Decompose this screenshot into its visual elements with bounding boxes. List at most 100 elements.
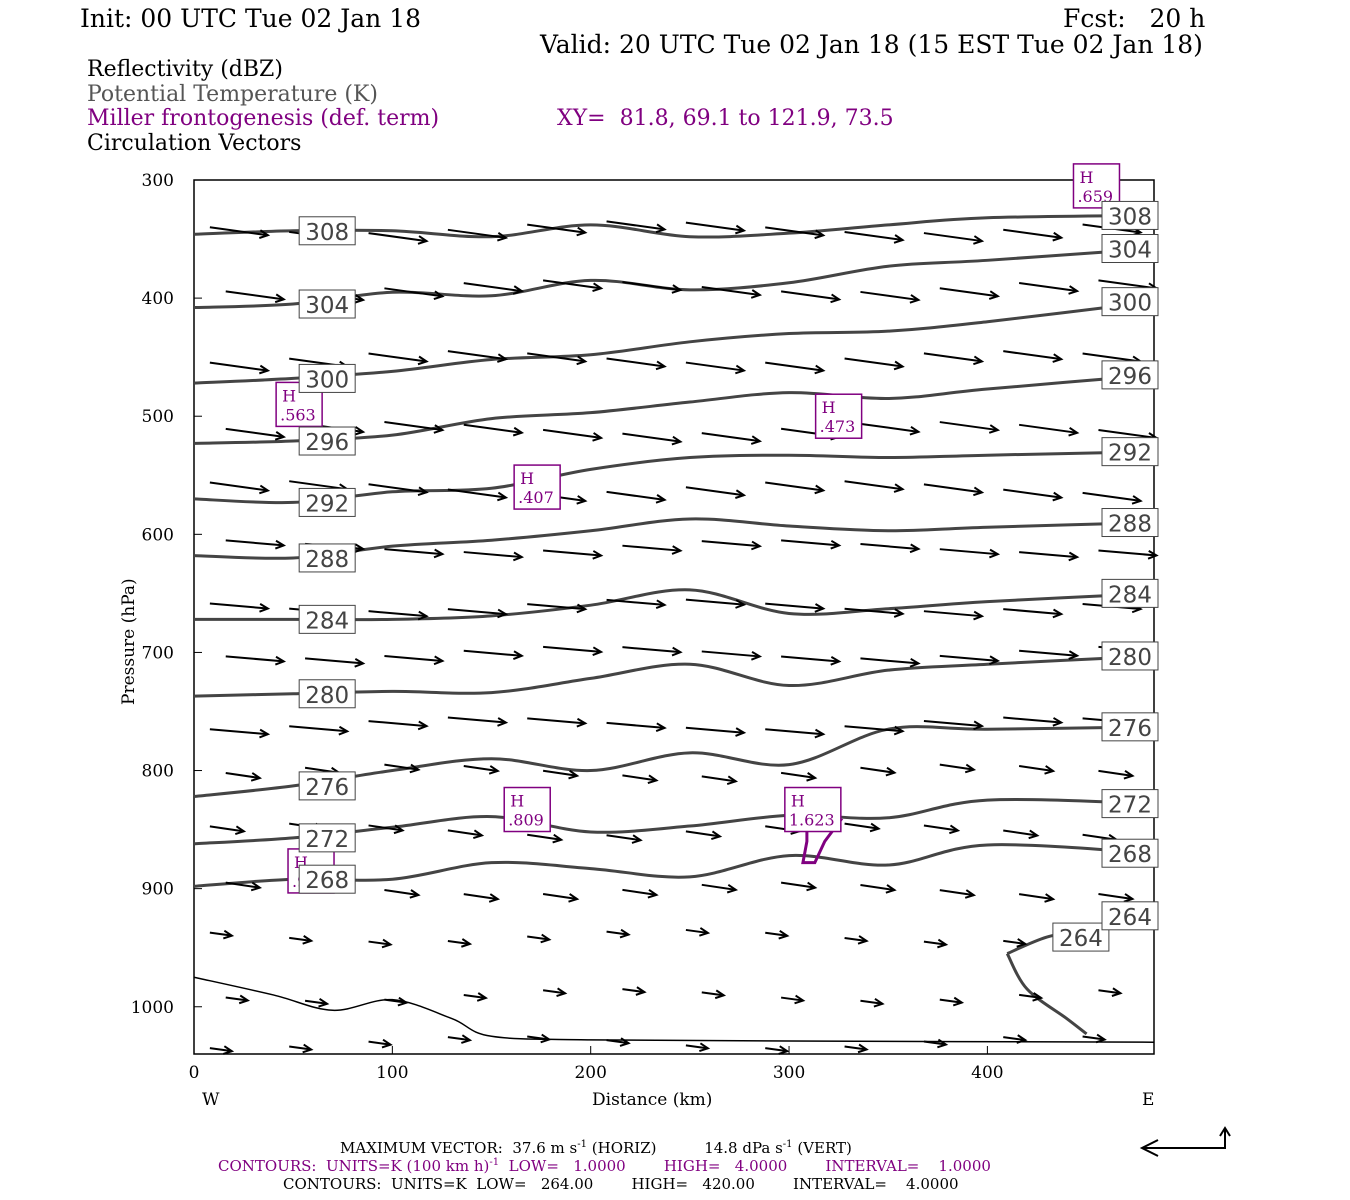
circulation-vector <box>1003 1034 1028 1044</box>
svg-text:272: 272 <box>1108 793 1152 819</box>
circulation-vector <box>447 228 509 242</box>
circulation-vector <box>304 997 330 1008</box>
theta-label-264: 264 <box>1101 901 1159 931</box>
circulation-vector <box>1003 938 1028 948</box>
circulation-vector <box>923 483 985 497</box>
circulation-vector <box>368 352 429 366</box>
frontogenesis-max: H.659 <box>1072 163 1121 209</box>
frontogenesis-max-value: 1.623 <box>789 811 835 830</box>
circulation-vector <box>1019 649 1080 660</box>
svg-text:272: 272 <box>305 827 349 853</box>
circulation-vector <box>225 772 263 782</box>
theta-label-288: 288 <box>298 543 356 573</box>
circulation-vector <box>225 290 287 304</box>
circulation-vector <box>685 361 747 375</box>
circulation-vector <box>384 763 421 774</box>
theta-label-288: 288 <box>1101 508 1159 538</box>
circulation-vector <box>765 361 826 375</box>
circulation-vector <box>527 603 588 614</box>
frontogenesis-max: H1.623 <box>784 786 842 833</box>
circulation-vector <box>527 833 564 844</box>
theta-label-296: 296 <box>298 426 356 456</box>
circulation-vector <box>384 654 445 666</box>
circulation-vector <box>209 929 235 940</box>
circulation-vector <box>1018 765 1056 775</box>
theta-label-284: 284 <box>298 604 356 634</box>
circulation-vector <box>368 938 393 949</box>
circulation-vector <box>1019 551 1080 562</box>
circulation-vector <box>780 771 818 782</box>
circulation-vector <box>447 938 473 948</box>
circulation-vector <box>225 994 251 1005</box>
theta-label-308: 308 <box>1101 200 1159 230</box>
circulation-vector <box>844 1043 869 1054</box>
circulation-vector <box>780 290 842 304</box>
circulation-vector <box>860 657 921 668</box>
frontogenesis-max-value: .563 <box>280 405 316 424</box>
circulation-vector <box>1003 488 1064 502</box>
svg-text:276: 276 <box>1108 716 1152 742</box>
circulation-vector <box>209 226 271 239</box>
circulation-vector <box>923 610 985 621</box>
circulation-vector <box>209 602 271 613</box>
circulation-vector <box>368 483 429 497</box>
theta-label-268: 268 <box>1101 838 1159 868</box>
circulation-vector <box>685 726 747 737</box>
svg-text:288: 288 <box>1108 512 1152 538</box>
circulation-vector <box>463 423 525 437</box>
circulation-vector <box>542 987 568 998</box>
circulation-vector <box>606 490 667 504</box>
circulation-vector <box>304 657 366 668</box>
circulation-vector <box>543 549 604 560</box>
circulation-vector <box>384 287 445 301</box>
plot-frame <box>193 179 1155 1055</box>
circulation-vector <box>527 933 552 944</box>
svg-text:276: 276 <box>305 775 349 801</box>
legend-theta: Potential Temperature (K) <box>87 82 378 107</box>
circulation-vector <box>225 655 287 666</box>
circulation-vector <box>606 721 667 733</box>
circulation-vector <box>463 893 501 903</box>
theta-label-292: 292 <box>298 487 356 517</box>
svg-text:284: 284 <box>1108 582 1152 608</box>
circulation-vector <box>923 232 985 245</box>
circulation-vector <box>1098 987 1123 997</box>
circulation-vector <box>939 996 965 1007</box>
circulation-vector <box>209 1045 235 1055</box>
circulation-vector <box>463 649 525 660</box>
circulation-vector <box>701 432 763 445</box>
circulation-vector <box>765 602 826 613</box>
circulation-vector <box>685 598 747 609</box>
circulation-vector <box>368 720 429 731</box>
circulation-vector <box>923 720 985 731</box>
y-tick-label: 800 <box>142 762 174 782</box>
frontogenesis-max-marker: H <box>510 792 524 811</box>
circulation-vector <box>447 350 509 363</box>
theta-label-264: 264 <box>1052 922 1110 952</box>
circulation-vector <box>447 608 509 619</box>
theta-contour-264-branch <box>1005 952 1088 1036</box>
circulation-vector <box>780 881 818 892</box>
theta-label-284: 284 <box>1101 578 1159 608</box>
frontogenesis-max-marker: H <box>822 398 836 417</box>
circulation-vector <box>463 282 525 295</box>
circulation-vector <box>844 231 905 244</box>
x-tick-label: 0 <box>189 1063 200 1083</box>
theta-label-268: 268 <box>298 864 356 894</box>
circulation-vector <box>384 421 445 434</box>
circulation-vector <box>701 286 763 299</box>
circulation-vector <box>447 716 509 727</box>
svg-text:284: 284 <box>305 608 349 634</box>
circulation-vector <box>923 824 961 835</box>
circulation-vector <box>543 645 604 657</box>
circulation-vector <box>1082 491 1143 505</box>
frontogenesis-max-marker: H <box>520 469 534 488</box>
svg-text:292: 292 <box>305 491 349 517</box>
svg-text:264: 264 <box>1059 926 1103 952</box>
frontogenesis-max-marker: H <box>282 386 296 405</box>
theta-label-280: 280 <box>1101 641 1159 671</box>
svg-text:304: 304 <box>1108 238 1152 264</box>
y-tick-label: 500 <box>142 407 174 427</box>
circulation-vector <box>685 830 723 841</box>
circulation-vector <box>209 481 271 495</box>
